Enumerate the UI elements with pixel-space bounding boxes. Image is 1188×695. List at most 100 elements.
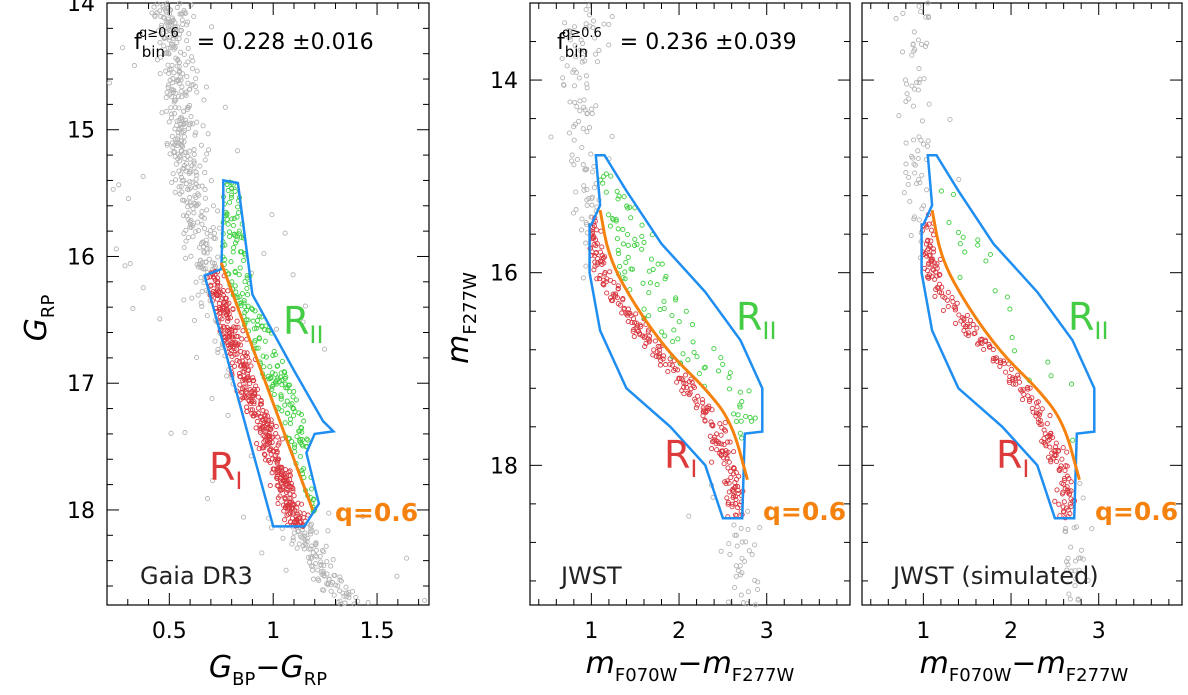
field-star [321,587,327,593]
region1-star [709,439,716,445]
field-star [159,110,165,116]
region1-star [611,279,617,286]
field-star [581,97,587,103]
field-star [325,580,331,586]
field-star [349,589,356,595]
region2-star [737,430,743,436]
field-star [561,82,567,88]
field-star [190,234,196,240]
field-star [1080,495,1086,501]
field-star [175,24,181,30]
region1-star [220,288,226,294]
x-tick-label: 1 [584,619,598,644]
panel-gaia-region1-points [205,269,311,529]
region2-star [263,354,269,360]
region1-star [951,304,957,310]
region1-star [1018,387,1024,393]
region1-star [722,420,728,426]
field-star [586,196,592,202]
field-star [592,35,598,41]
panel-gaia: 0.5 1 1.5 14 15 16 17 18 fbinq≥0.6 = 0.228 ±0.01… [19,0,430,690]
field-star [290,535,296,541]
region1-star [284,500,290,506]
x-tick-label: 3 [1092,619,1106,644]
field-star [903,161,909,167]
field-star [755,579,761,585]
field-star [609,14,615,20]
region2-star [617,263,623,269]
field-star [548,134,554,140]
panel-jwst-region2-label: RII [736,295,777,345]
region2-star [236,272,242,278]
x-tick-label: 3 [760,619,774,644]
field-star [179,94,185,100]
region2-star [242,304,248,310]
region1-star [637,322,643,328]
field-star [331,572,337,579]
field-star [749,552,755,558]
region1-star [717,421,723,427]
region1-star [932,293,938,299]
field-star [195,219,201,225]
field-star [318,562,324,568]
field-star [176,35,182,42]
region1-star [599,259,605,265]
field-star [577,98,583,104]
region1-star [702,417,708,423]
panel-jwst-simulated-x-axis-label: mF070W−mF277W [920,646,1129,686]
region1-star [729,504,735,510]
field-star [567,37,573,43]
region1-star [706,403,712,409]
region2-star [228,195,234,201]
x-tick-label: 1 [266,619,280,644]
region1-star [721,461,727,467]
region1-star [1062,485,1068,492]
region2-star [256,313,262,319]
field-star [365,599,371,606]
field-star [225,412,231,419]
field-star [178,74,184,80]
region2-star [957,241,963,247]
region2-star [726,386,733,392]
region1-star [273,430,279,437]
field-star [167,91,173,97]
region1-star [601,277,607,283]
field-star [584,202,590,208]
region1-star [936,289,943,295]
region2-star [648,256,655,262]
region1-star [235,341,241,347]
field-star [1071,525,1077,531]
field-star [394,573,400,579]
region1-star [593,250,599,256]
field-star [574,156,580,163]
region2-star [1045,359,1051,365]
field-star [202,187,208,193]
field-star [1068,544,1074,550]
region2-star [701,365,707,371]
field-star [179,84,185,90]
field-star [165,82,172,88]
region2-star [616,193,622,199]
field-star [181,139,187,145]
region1-star [631,320,638,326]
field-star [305,554,312,560]
region1-star [596,276,602,282]
field-star [202,157,208,163]
field-star [589,202,595,208]
region1-star [274,466,280,472]
region2-star [938,188,944,194]
region1-star [288,506,295,512]
field-star [302,533,308,539]
region1-star [723,481,729,487]
field-star [294,545,300,551]
region2-star [621,194,627,200]
field-star [224,373,230,379]
region1-star [1024,385,1031,391]
region2-star [301,418,307,424]
region2-star [239,291,245,297]
region2-star [290,413,296,419]
field-star [313,540,319,546]
region1-star [928,238,934,244]
field-star [168,105,174,111]
region1-star [602,271,608,277]
